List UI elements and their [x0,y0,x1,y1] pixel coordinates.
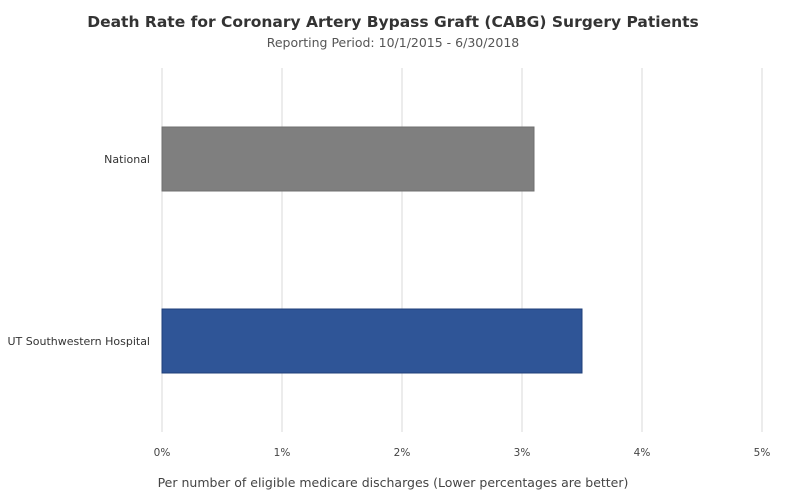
category-label-0: National [104,153,150,166]
chart-subtitle: Reporting Period: 10/1/2015 - 6/30/2018 [267,35,520,50]
x-tick-label-3: 3% [514,447,531,459]
x-tick-label-0: 0% [154,447,171,459]
bar-ut-southwestern-hospital [161,308,583,374]
category-labels: National UT Southwestern Hospital [8,153,151,348]
x-axis-label: Per number of eligible medicare discharg… [158,475,629,490]
x-tick-labels: 0% 1% 2% 3% 4% 5% [154,447,771,459]
category-label-1: UT Southwestern Hospital [8,335,151,348]
bar-national [161,126,535,192]
x-tick-label-5: 5% [754,447,771,459]
x-tick-label-1: 1% [274,447,291,459]
x-tick-label-4: 4% [634,447,651,459]
gridlines [161,68,763,432]
chart-title: Death Rate for Coronary Artery Bypass Gr… [87,13,699,31]
bars [161,126,583,374]
x-tick-label-2: 2% [394,447,411,459]
